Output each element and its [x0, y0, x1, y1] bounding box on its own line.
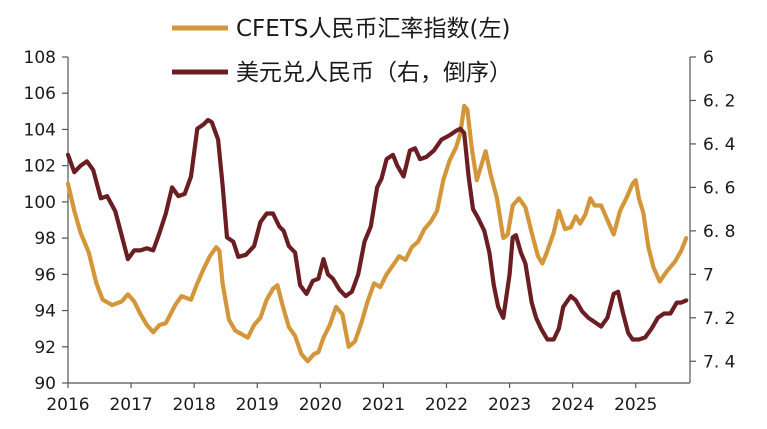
- left-tick-label: 104: [24, 120, 56, 140]
- legend: CFETS人民币汇率指数(左) 美元兑人民币（右，倒序）: [172, 16, 512, 86]
- cfets-index-line: [65, 103, 689, 364]
- x-tick-label: 2023: [488, 395, 531, 415]
- x-tick-label: 2025: [614, 395, 657, 415]
- left-tick-label: 98: [34, 229, 56, 249]
- x-tick-label: 2022: [425, 395, 468, 415]
- left-tick-label: 102: [24, 157, 56, 177]
- right-tick-label: 7: [703, 265, 714, 285]
- right-tick-label: 7. 4: [703, 352, 735, 372]
- left-tick-label: 108: [24, 48, 56, 68]
- right-tick-label: 6. 2: [703, 91, 735, 111]
- x-tick-label: 2024: [551, 395, 594, 415]
- x-tick-label: 2021: [362, 395, 405, 415]
- right-tick-label: 6: [703, 48, 714, 68]
- series-lines: [65, 103, 689, 364]
- left-tick-label: 90: [34, 374, 56, 394]
- x-tick-label: 2016: [46, 395, 89, 415]
- x-tick-label: 2019: [236, 395, 279, 415]
- x-tick-label: 2018: [173, 395, 216, 415]
- legend-label-usdcny: 美元兑人民币（右，倒序）: [236, 60, 512, 86]
- left-tick-label: 92: [34, 338, 56, 358]
- right-tick-label: 7. 2: [703, 309, 735, 329]
- x-tick-label: 2017: [109, 395, 152, 415]
- left-tick-label: 100: [24, 193, 56, 213]
- right-tick-label: 6. 6: [703, 178, 735, 198]
- right-tick-label: 6. 8: [703, 222, 735, 242]
- usdcny-line: [65, 117, 689, 342]
- axes: 90 92 94 96 98 100 102 104 106 108 6 6. 2 6. 4 6. 6 6.…: [24, 48, 736, 415]
- left-tick-label: 106: [24, 84, 56, 104]
- left-tick-label: 96: [34, 265, 56, 285]
- left-tick-label: 94: [34, 302, 56, 322]
- right-tick-label: 6. 4: [703, 135, 735, 155]
- x-tick-label: 2020: [299, 395, 342, 415]
- legend-label-cfets: CFETS人民币汇率指数(左): [236, 16, 510, 42]
